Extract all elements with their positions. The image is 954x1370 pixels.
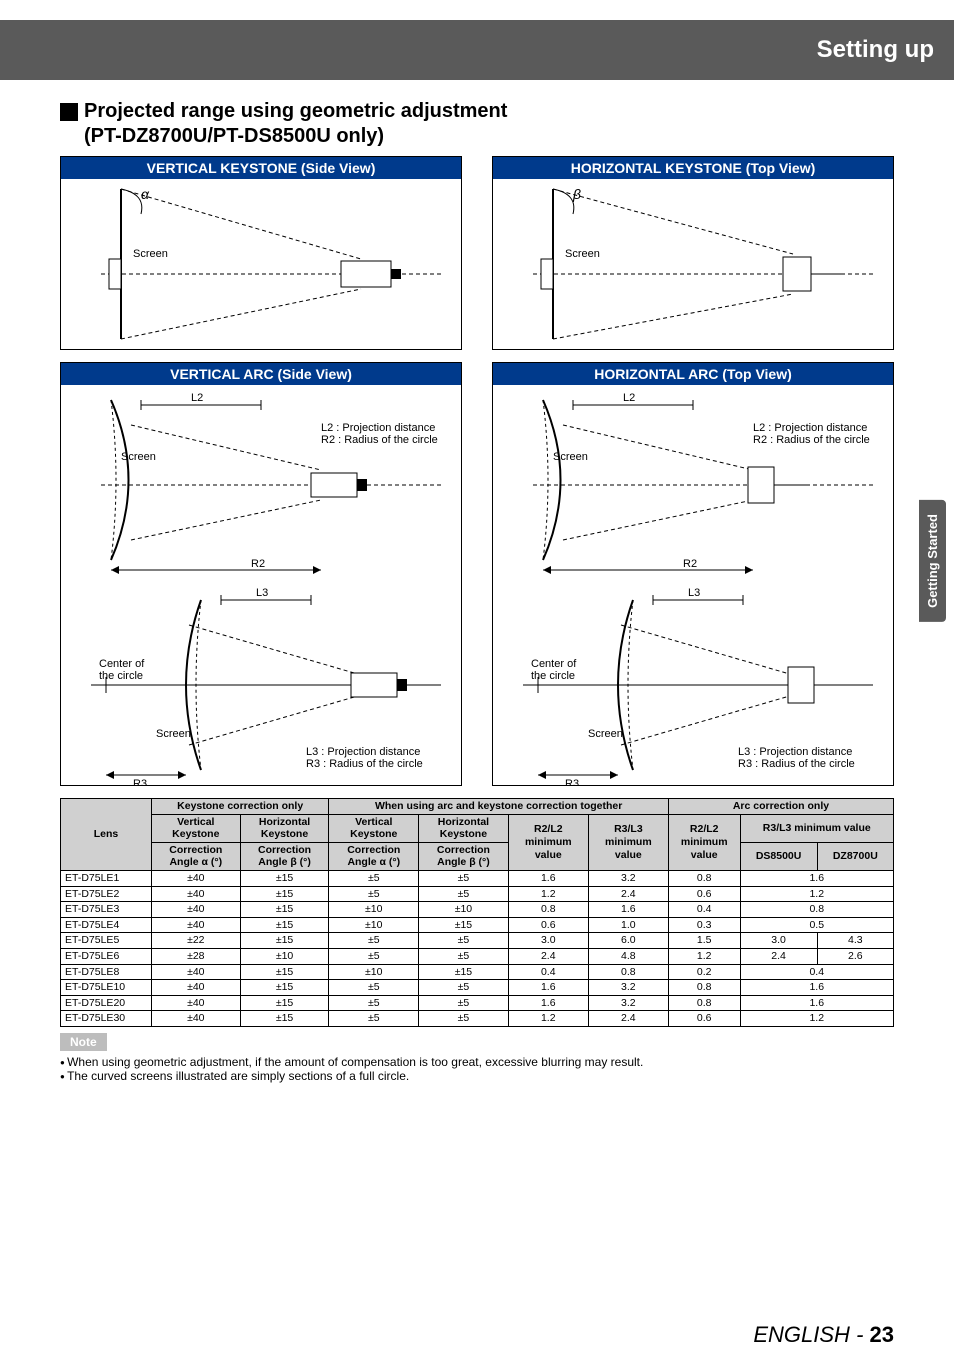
svg-text:Center of: Center of [531, 658, 577, 670]
th-hk2: HorizontalKeystone [419, 814, 509, 842]
svg-text:L2 : Projection distance: L2 : Projection distance [753, 422, 867, 434]
page-footer: ENGLISH - 23 [753, 1322, 894, 1348]
keystone-row: VERTICAL KEYSTONE (Side View) α Screen H… [60, 156, 894, 350]
section-heading: Projected range using geometric adjustme… [60, 100, 894, 123]
ha-body: L2 R2 Screen L2 : Projection distance R2… [493, 385, 893, 785]
table-row: ET-D75LE4±40±15±10±150.61.00.30.5 [61, 917, 894, 933]
arc-row: VERTICAL ARC (Side View) L2 [60, 362, 894, 786]
svg-text:L3: L3 [256, 587, 268, 599]
svg-text:R3 : Radius of the circle: R3 : Radius of the circle [306, 758, 423, 770]
th-ca: CorrectionAngle α (°) [151, 842, 240, 870]
svg-text:Screen: Screen [121, 451, 156, 463]
hk-body: β Screen [493, 179, 893, 349]
page-number: 23 [870, 1322, 894, 1347]
section-subtitle: (PT-DZ8700U/PT-DS8500U only) [84, 125, 894, 148]
table-row: ET-D75LE8±40±15±10±150.40.80.20.4 [61, 964, 894, 980]
svg-text:R3: R3 [565, 778, 579, 785]
screen-label: Screen [565, 248, 600, 260]
svg-text:R2 : Radius of the circle: R2 : Radius of the circle [321, 434, 438, 446]
th-r2l2b: R2/L2minimumvalue [668, 814, 740, 870]
th-r3min: R3/L3 minimum value [740, 814, 893, 842]
table-row: ET-D75LE1±40±15±5±51.63.20.81.6 [61, 870, 894, 886]
screen-label: Screen [133, 248, 168, 260]
table-row: ET-D75LE5±22±15±5±53.06.01.53.04.3 [61, 933, 894, 949]
svg-text:L2: L2 [623, 392, 635, 404]
table-row: ET-D75LE20±40±15±5±51.63.20.81.6 [61, 995, 894, 1011]
ha-header: HORIZONTAL ARC (Top View) [493, 363, 893, 385]
th-r2l2: R2/L2minimumvalue [508, 814, 588, 870]
table-row: ET-D75LE6±28±10±5±52.44.81.22.42.6 [61, 948, 894, 964]
notes-list: When using geometric adjustment, if the … [60, 1055, 894, 1083]
alpha-label: α [141, 186, 150, 202]
svg-text:the circle: the circle [99, 670, 143, 682]
note-item: The curved screens illustrated are simpl… [60, 1069, 894, 1083]
th-ds: DS8500U [740, 842, 817, 870]
table-row: ET-D75LE30±40±15±5±51.22.40.61.2 [61, 1011, 894, 1027]
vertical-keystone-box: VERTICAL KEYSTONE (Side View) α Screen [60, 156, 462, 350]
th-r3l3: R3/L3minimumvalue [588, 814, 668, 870]
th-hk: HorizontalKeystone [240, 814, 329, 842]
th-ca2: CorrectionAngle α (°) [329, 842, 419, 870]
th-cb2: CorrectionAngle β (°) [419, 842, 509, 870]
th-vk: VerticalKeystone [151, 814, 240, 842]
hk-header: HORIZONTAL KEYSTONE (Top View) [493, 157, 893, 179]
svg-text:L2: L2 [191, 392, 203, 404]
footer-lang: ENGLISH [753, 1322, 850, 1347]
page-header: Setting up [0, 20, 954, 80]
note-item: When using geometric adjustment, if the … [60, 1055, 894, 1069]
va-body: L2 R2 Screen L2 : Projection distance R2… [61, 385, 461, 785]
svg-text:R3: R3 [133, 778, 147, 785]
svg-text:Center of: Center of [99, 658, 145, 670]
th-aco: Arc correction only [668, 799, 893, 815]
th-arckey: When using arc and keystone correction t… [329, 799, 668, 815]
th-lens: Lens [61, 799, 152, 871]
th-dz: DZ8700U [817, 842, 893, 870]
table-row: ET-D75LE10±40±15±5±51.63.20.81.6 [61, 980, 894, 996]
svg-text:L3 : Projection distance: L3 : Projection distance [306, 746, 420, 758]
horizontal-keystone-box: HORIZONTAL KEYSTONE (Top View) β Screen [492, 156, 894, 350]
table-row: ET-D75LE2±40±15±5±51.22.40.61.2 [61, 886, 894, 902]
th-cb: CorrectionAngle β (°) [240, 842, 329, 870]
svg-text:R2: R2 [251, 558, 265, 570]
svg-text:Screen: Screen [156, 728, 191, 740]
horizontal-arc-box: HORIZONTAL ARC (Top View) L2 R2 Screen [492, 362, 894, 786]
vk-header: VERTICAL KEYSTONE (Side View) [61, 157, 461, 179]
table-row: ET-D75LE3±40±15±10±100.81.60.40.8 [61, 902, 894, 918]
svg-text:R3 : Radius of the circle: R3 : Radius of the circle [738, 758, 855, 770]
th-kco: Keystone correction only [151, 799, 329, 815]
svg-text:L3 : Projection distance: L3 : Projection distance [738, 746, 852, 758]
svg-text:L3: L3 [688, 587, 700, 599]
svg-text:the circle: the circle [531, 670, 575, 682]
th-vk2: VerticalKeystone [329, 814, 419, 842]
correction-table: Lens Keystone correction only When using… [60, 798, 894, 1027]
note-label: Note [60, 1033, 107, 1051]
svg-text:L2 : Projection distance: L2 : Projection distance [321, 422, 435, 434]
svg-text:R2: R2 [683, 558, 697, 570]
va-header: VERTICAL ARC (Side View) [61, 363, 461, 385]
side-tab: Getting Started [919, 500, 946, 622]
vk-body: α Screen [61, 179, 461, 349]
svg-text:R2 : Radius of the circle: R2 : Radius of the circle [753, 434, 870, 446]
beta-label: β [572, 186, 581, 202]
vertical-arc-box: VERTICAL ARC (Side View) L2 [60, 362, 462, 786]
header-title: Setting up [817, 36, 934, 64]
svg-text:Screen: Screen [553, 451, 588, 463]
svg-text:Screen: Screen [588, 728, 623, 740]
